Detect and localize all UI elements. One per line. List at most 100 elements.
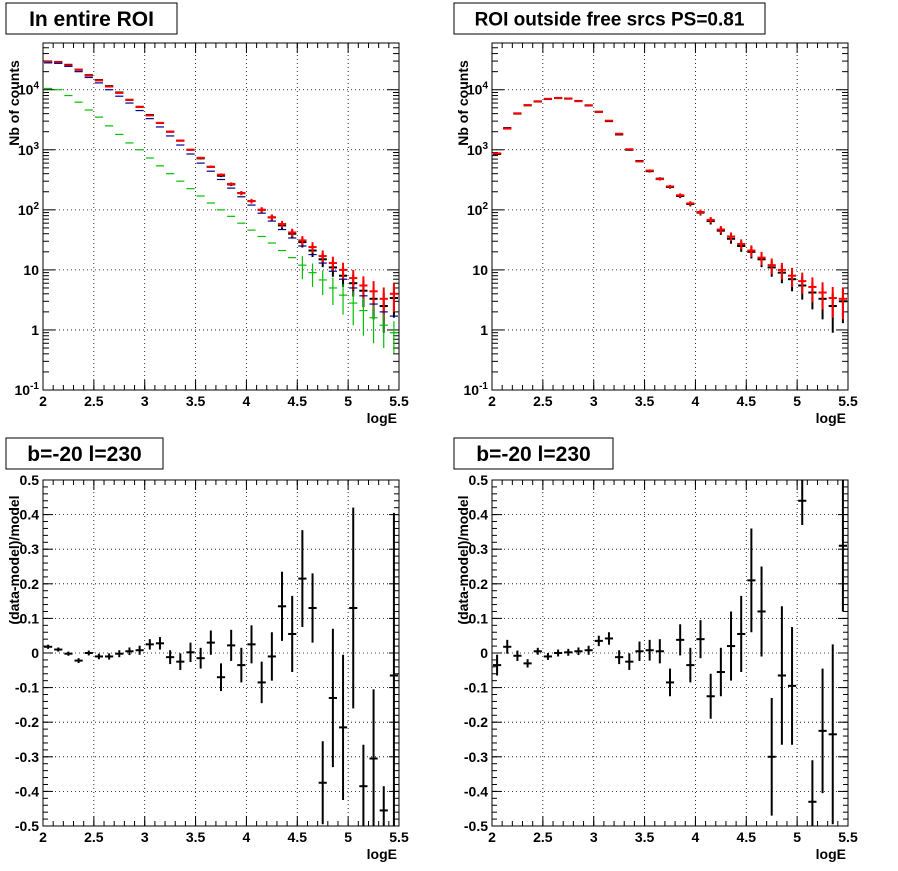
y-tick-label: 1 — [480, 322, 488, 338]
data-point — [828, 644, 837, 825]
data-point — [676, 193, 685, 198]
chart-title-box — [453, 437, 614, 470]
x-tick-label: 3 — [590, 393, 598, 409]
data-point — [554, 649, 563, 657]
data-point — [308, 573, 317, 643]
data-point — [625, 148, 634, 151]
data-point — [237, 647, 246, 683]
data-point — [206, 630, 215, 655]
chart-panel-4: 2 2.5 3 3.5 4 4.5 5 5.5 -0.5 -0.4 -0.3 -0.2 -0.1 0 0.1… — [453, 437, 858, 862]
data-point — [503, 127, 512, 130]
y-tick-label: 0.4 — [20, 507, 40, 523]
data-point — [257, 661, 266, 704]
data-point — [747, 528, 756, 633]
x-tick-label: 2 — [488, 829, 496, 845]
y-axis-label: Nb of counts — [6, 60, 22, 146]
data-point — [615, 650, 624, 665]
y-tick-label: 10-1 — [15, 381, 40, 398]
data-point — [625, 653, 634, 670]
data-point — [135, 106, 144, 109]
data-point — [696, 209, 705, 215]
data-point — [328, 277, 337, 306]
data-point — [338, 262, 348, 280]
data-point — [227, 629, 236, 661]
data-point — [277, 220, 287, 228]
x-tick-label: 3 — [141, 829, 149, 845]
data-point — [247, 198, 256, 204]
data-point — [838, 480, 847, 612]
x-tick-label: 5.5 — [838, 829, 858, 845]
data-point — [379, 313, 388, 349]
chart-panel-3: 2 2.5 3 3.5 4 4.5 5 5.5 -0.5 -0.4 -0.3 -0.2 -0.1 0 0.1… — [5, 437, 409, 862]
data-point — [318, 270, 327, 296]
data-point — [298, 236, 307, 246]
x-tick-label: 2.5 — [533, 393, 553, 409]
data-point — [808, 760, 817, 826]
data-point — [716, 226, 725, 234]
y-tick-label: 104 — [467, 81, 489, 98]
data-point — [389, 512, 398, 826]
data-point — [533, 647, 542, 655]
x-tick-label: 3.5 — [186, 829, 206, 845]
data-point — [798, 480, 807, 525]
y-tick-label: -0.2 — [464, 714, 488, 730]
y-tick-label: -0.1 — [15, 680, 39, 696]
data-point — [493, 654, 502, 676]
data-point — [125, 98, 134, 101]
x-axis-label: logE — [816, 846, 846, 862]
x-tick-label: 4 — [692, 829, 700, 845]
data-point — [757, 251, 766, 266]
data-point — [216, 663, 226, 692]
data-point — [584, 645, 593, 655]
data-point — [186, 148, 195, 151]
data-point — [564, 648, 573, 656]
data-point — [318, 741, 327, 825]
series-group — [44, 60, 398, 354]
x-tick-label: 2.5 — [84, 829, 104, 845]
data-point — [257, 207, 266, 213]
data-point — [635, 641, 644, 661]
chart-title: In entire ROI — [29, 8, 154, 31]
y-tick-label: 0.2 — [20, 576, 40, 592]
data-point — [196, 156, 205, 159]
y-tick-label: 0.3 — [469, 541, 489, 557]
data-point — [267, 632, 276, 681]
data-point — [655, 177, 664, 181]
x-tick-label: 4 — [243, 829, 251, 845]
data-point — [543, 97, 553, 100]
y-tick-label: 0.5 — [469, 472, 489, 488]
data-point — [44, 644, 53, 649]
data-point — [237, 191, 246, 196]
data-point — [54, 647, 63, 652]
data-point — [196, 647, 205, 669]
chart-title-box — [453, 2, 766, 35]
data-point — [726, 611, 736, 681]
data-point — [64, 651, 73, 656]
data-point — [308, 263, 317, 287]
data-point — [125, 647, 134, 656]
data-point — [115, 91, 124, 94]
chart-panel-2: 2 2.5 3 3.5 4 4.5 5 5.5 10-1 1 10 102 103 104 logE Nb o… — [453, 2, 858, 426]
data-point — [676, 624, 685, 656]
data-point — [176, 653, 185, 670]
x-axis-label: logE — [367, 846, 397, 862]
data-point — [328, 256, 337, 272]
data-point — [359, 744, 368, 826]
data-point — [808, 277, 817, 303]
data-point — [655, 639, 664, 664]
series-group — [493, 96, 847, 333]
data-point — [787, 627, 797, 745]
plot-frame — [42, 479, 400, 827]
y-tick-label: 103 — [467, 141, 489, 158]
data-point — [645, 169, 654, 172]
chart-panel-1: 2 2.5 3 3.5 4 4.5 5 5.5 10-1 1 10 102 103 104 logE Nb o… — [5, 2, 409, 426]
data-point — [726, 232, 736, 242]
data-point — [288, 228, 297, 237]
x-tick-label: 3 — [141, 393, 149, 409]
data-point — [369, 689, 378, 826]
y-tick-label: -0.3 — [15, 749, 39, 765]
x-tick-label: 5 — [344, 829, 352, 845]
data-point — [523, 659, 532, 668]
data-point — [84, 650, 93, 656]
x-tick-label: 2.5 — [84, 393, 104, 409]
